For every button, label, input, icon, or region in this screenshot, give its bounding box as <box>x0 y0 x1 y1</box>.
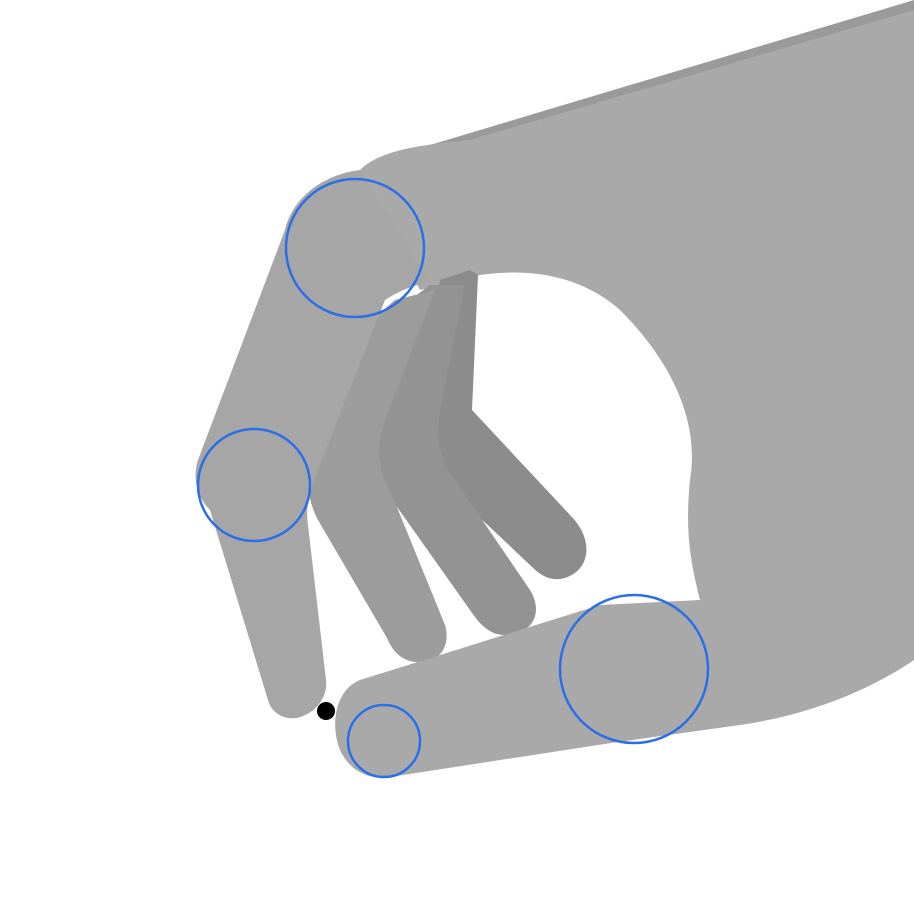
pinch-contact-point <box>317 702 335 720</box>
index-knuckle-marker <box>284 177 426 319</box>
thumb-tip-marker <box>346 703 422 779</box>
index-middle-joint-marker <box>196 427 312 543</box>
palm <box>360 10 914 750</box>
thumb <box>335 600 779 778</box>
thumb-base-joint-marker <box>558 593 710 745</box>
index-finger <box>195 170 430 719</box>
ring-finger <box>372 285 536 635</box>
